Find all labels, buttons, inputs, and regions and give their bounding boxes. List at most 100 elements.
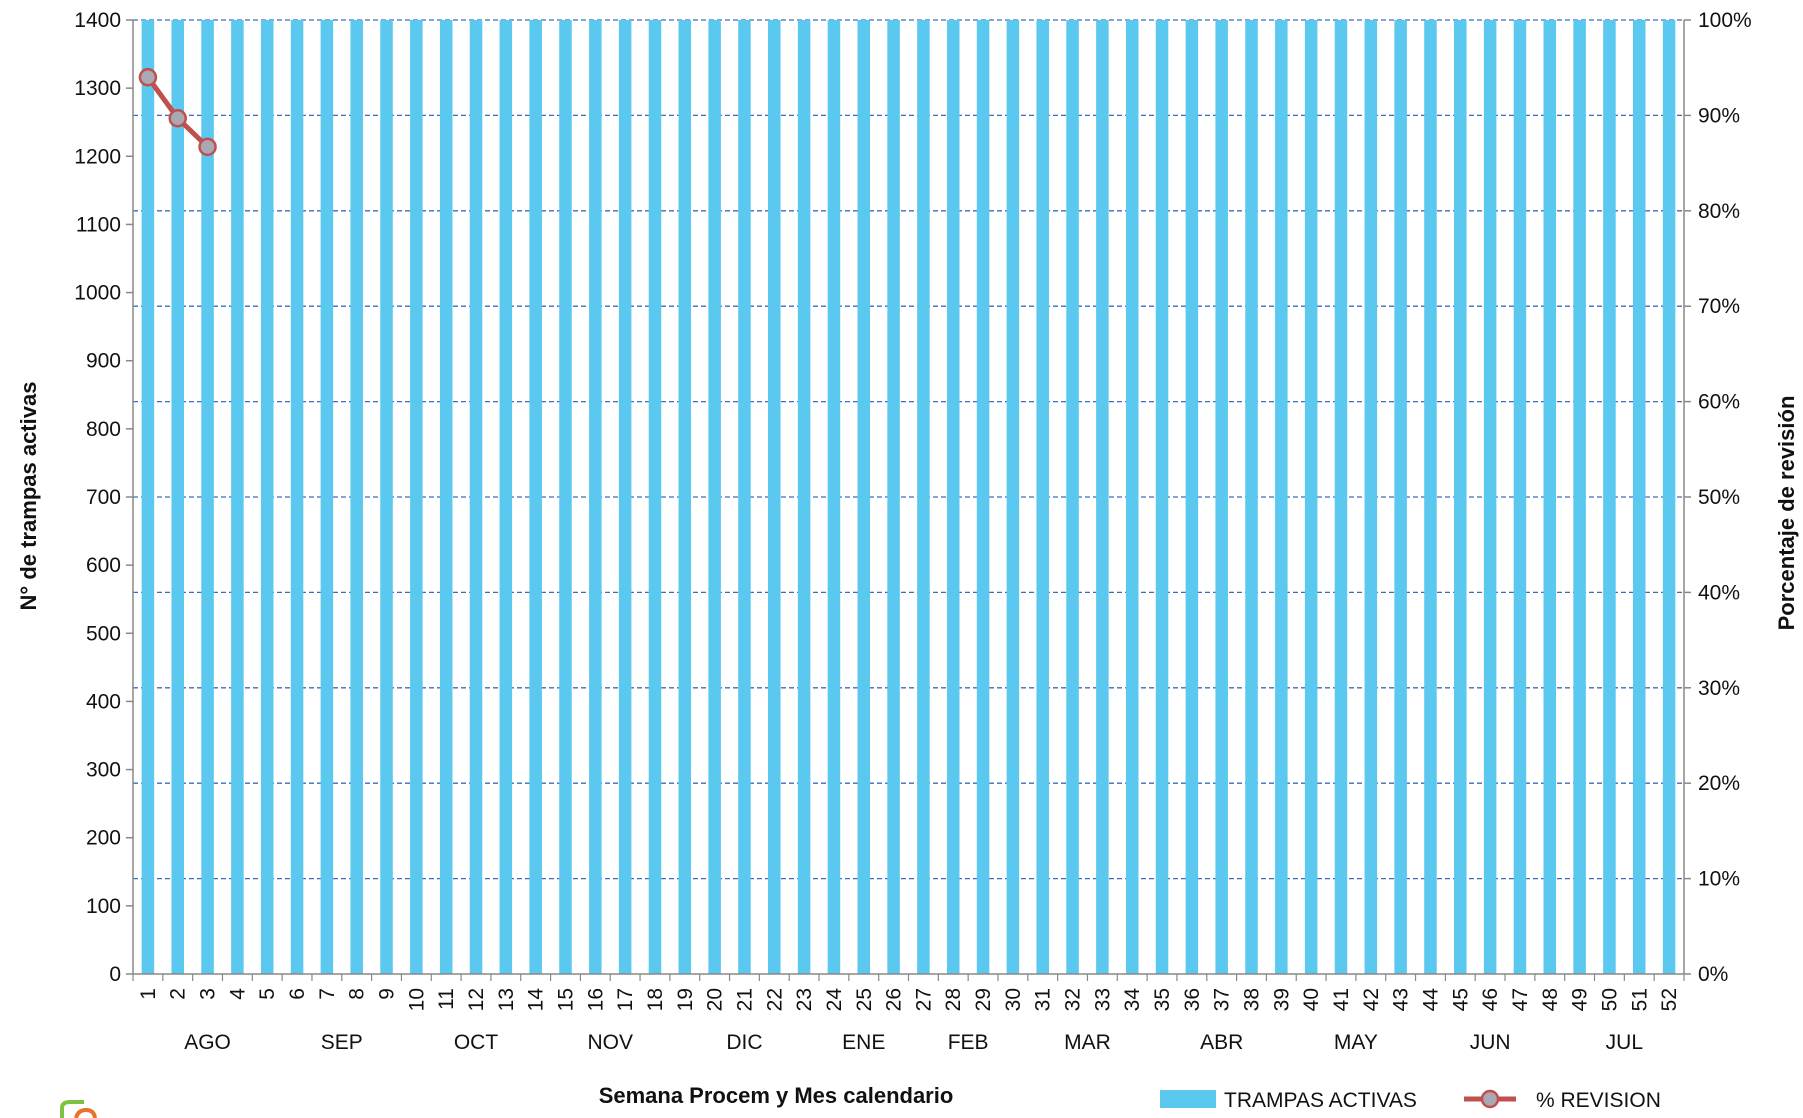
y-tick-label: 1400 <box>74 9 121 32</box>
bar <box>1304 20 1318 974</box>
x-tick-label: 6 <box>286 988 309 1000</box>
month-label: NOV <box>587 1031 633 1054</box>
revision-point <box>138 67 158 87</box>
bar <box>1155 20 1169 974</box>
month-label: AGO <box>184 1031 231 1054</box>
month-label: SEP <box>321 1031 363 1054</box>
y-tick-label: 0 <box>109 963 121 986</box>
x-tick-label: 15 <box>554 988 577 1011</box>
y-tick-label: 1100 <box>76 213 121 236</box>
bar <box>1096 20 1109 974</box>
bar <box>1394 20 1407 974</box>
bar <box>201 20 214 974</box>
x-tick-label: 28 <box>942 988 965 1011</box>
legend-marker-revision <box>1480 1089 1500 1109</box>
month-label: OCT <box>454 1031 499 1054</box>
x-tick-label: 21 <box>733 988 756 1011</box>
bar <box>171 20 185 974</box>
bar <box>589 20 602 974</box>
month-label: DIC <box>726 1031 762 1054</box>
x-tick-label: 5 <box>256 988 279 1000</box>
y-tick-label: 200 <box>86 827 121 850</box>
bar <box>797 20 811 974</box>
logo-fragment <box>60 1100 97 1118</box>
x-tick-label: 13 <box>495 988 518 1011</box>
x-tick-label: 48 <box>1539 988 1562 1011</box>
y-tick-label: 900 <box>86 350 121 373</box>
y-tick-label: 1300 <box>74 77 121 100</box>
bar <box>499 20 513 974</box>
bar <box>410 20 423 974</box>
x-tick-label: 10 <box>405 988 428 1011</box>
bar <box>469 20 483 974</box>
x-tick-label: 37 <box>1211 988 1234 1011</box>
bars-trampas-activas <box>141 20 1676 974</box>
x-tick-label: 36 <box>1181 988 1204 1011</box>
x-tick-label: 16 <box>584 988 607 1011</box>
bar <box>917 20 930 974</box>
x-tick-label: 8 <box>346 988 369 1000</box>
bar <box>1483 20 1497 974</box>
x-tick-label: 52 <box>1658 988 1681 1011</box>
x-tick-label: 44 <box>1419 988 1442 1012</box>
y2-tick-label: 0% <box>1698 963 1728 986</box>
y-tick-label: 300 <box>86 759 121 782</box>
revision-point <box>198 137 217 157</box>
bar <box>1125 20 1139 974</box>
y-tick-label: 100 <box>86 895 121 918</box>
x-tick-label: 45 <box>1449 988 1472 1011</box>
bar <box>976 20 990 974</box>
y2-tick-label: 90% <box>1698 104 1740 127</box>
y2-tick-label: 100% <box>1698 9 1752 32</box>
y2-tick-label: 80% <box>1698 200 1740 223</box>
x-tick-label: 40 <box>1300 988 1323 1011</box>
bar <box>738 20 751 974</box>
legend-swatch-trampas-activas <box>1160 1090 1216 1108</box>
bar <box>857 20 871 974</box>
bar <box>439 20 453 974</box>
x-tick-label: 20 <box>704 988 727 1011</box>
x-tick-label: 1 <box>137 988 160 1000</box>
bar <box>1275 20 1288 974</box>
month-label: ENE <box>842 1031 885 1054</box>
revision-point <box>168 109 187 128</box>
bar <box>1006 20 1020 974</box>
bar <box>1603 20 1616 974</box>
y2-tick-label: 30% <box>1698 677 1740 700</box>
x-tick-label: 4 <box>226 988 249 1000</box>
bar <box>1454 20 1467 974</box>
bar <box>618 20 632 974</box>
bar <box>350 20 363 974</box>
x-tick-label: 9 <box>376 988 399 1000</box>
bar <box>1185 20 1199 974</box>
bar <box>768 20 781 974</box>
y-axis-title: N° de trampas activas <box>16 382 41 611</box>
axes <box>126 19 1691 981</box>
bar <box>1036 20 1049 974</box>
x-tick-label: 33 <box>1091 988 1114 1011</box>
x-tick-label: 22 <box>763 988 786 1011</box>
bar <box>320 20 334 974</box>
y2-tick-label: 10% <box>1698 868 1740 891</box>
bar <box>678 20 692 974</box>
x-tick-label: 39 <box>1270 988 1293 1011</box>
x-tick-label: 49 <box>1569 988 1592 1011</box>
month-label: FEB <box>948 1031 989 1054</box>
tick-labels: 0100200300400500600700800900100011001200… <box>74 9 1751 1054</box>
bar <box>1662 20 1676 974</box>
x-tick-label: 47 <box>1509 988 1532 1011</box>
line-revision <box>138 67 217 157</box>
bar <box>946 20 960 974</box>
x-tick-label: 2 <box>167 988 190 1000</box>
y-tick-label: 600 <box>86 554 121 577</box>
bar <box>260 20 274 974</box>
x-tick-label: 7 <box>316 988 339 1000</box>
x-tick-label: 26 <box>883 988 906 1011</box>
month-label: MAR <box>1064 1031 1111 1054</box>
bar <box>290 20 304 974</box>
y2-tick-label: 20% <box>1698 772 1740 795</box>
bar <box>1334 20 1348 974</box>
bar <box>1632 20 1646 974</box>
x-tick-label: 51 <box>1628 988 1651 1011</box>
